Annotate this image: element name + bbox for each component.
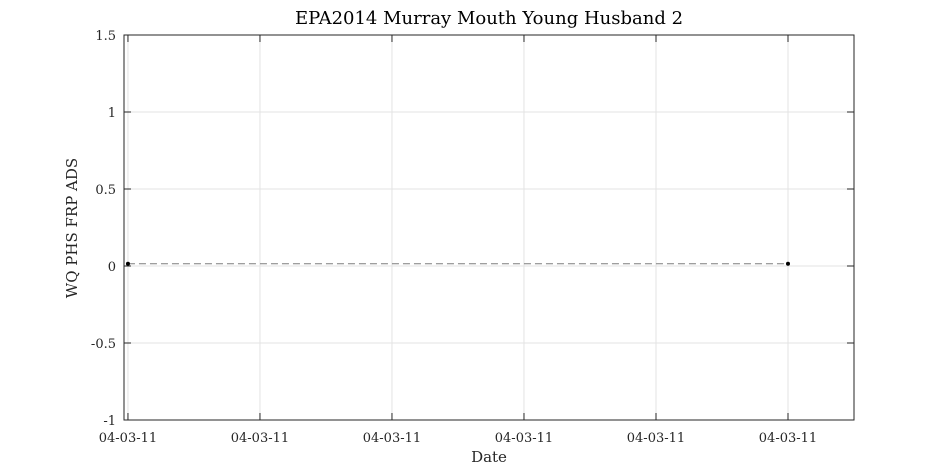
x-tick-label: 04-03-11 <box>759 431 817 446</box>
y-tick-label: 0 <box>108 260 116 275</box>
y-axis-label: WQ PHS FRP ADS <box>63 158 81 298</box>
plot-frame <box>123 34 855 421</box>
y-tick-label: -0.5 <box>91 337 116 352</box>
y-tick-label: 1 <box>108 106 116 121</box>
series-layer <box>125 261 790 266</box>
y-tick-label: 0.5 <box>95 183 116 198</box>
x-tick-label: 04-03-11 <box>495 431 553 446</box>
tick-marks <box>124 34 854 421</box>
y-tick-labels: -1 -0.5 0 0.5 1 1.5 <box>91 29 116 429</box>
y-tick-label: -1 <box>103 414 116 429</box>
x-tick-label: 04-03-11 <box>627 431 685 446</box>
x-tick-label: 04-03-11 <box>231 431 289 446</box>
data-point <box>785 261 790 266</box>
x-tick-labels: 04-03-11 04-03-11 04-03-11 04-03-11 04-03-11… <box>99 431 817 446</box>
data-point <box>125 261 130 266</box>
x-tick-label: 04-03-11 <box>99 431 157 446</box>
x-axis-label: Date <box>471 448 507 466</box>
y-tick-label: 1.5 <box>95 29 116 44</box>
chart-title: EPA2014 Murray Mouth Young Husband 2 <box>295 8 683 29</box>
x-tick-label: 04-03-11 <box>363 431 421 446</box>
